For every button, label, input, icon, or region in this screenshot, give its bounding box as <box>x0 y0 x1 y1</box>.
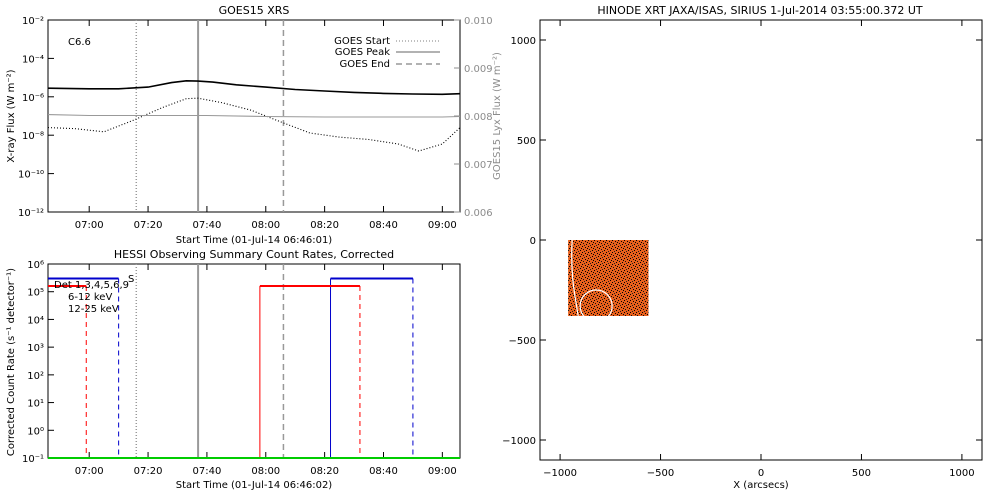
hessi-ytick-label: 10⁴ <box>27 315 44 326</box>
xrt-panel: HINODE XRT JAXA/ISAS, SIRIUS 1-Jul-2014 … <box>502 4 983 491</box>
goes-xtick-label: 07:40 <box>193 220 222 231</box>
goes-ytick-label: 10⁻² <box>22 16 44 27</box>
xrt-title: HINODE XRT JAXA/ISAS, SIRIUS 1-Jul-2014 … <box>597 4 923 17</box>
hessi-xlabel: Start Time (01-Jul-14 06:46:02) <box>176 480 333 491</box>
hessi-xtick-label: 07:20 <box>134 466 163 477</box>
xrt-contour-ring <box>579 289 613 323</box>
goes-ytick-label: 10⁻¹⁰ <box>18 170 44 181</box>
goes-xtick-label: 08:40 <box>369 220 398 231</box>
xrt-y-axis: −1000 −500 0 500 1000 <box>502 36 982 447</box>
xrt-ytick-label: −500 <box>509 336 536 347</box>
xrt-limb-contour <box>571 239 579 317</box>
goes-series-line-0 <box>47 79 461 96</box>
goes-xtick-label: 07:20 <box>134 220 163 231</box>
xrt-ytick-label: −1000 <box>502 436 536 447</box>
xrt-ytick-label: 0 <box>530 236 536 247</box>
hessi-xtick-label: 09:00 <box>428 466 457 477</box>
hessi-xtick-label: 07:40 <box>193 466 222 477</box>
hessi-panel: HESSI Observing Summary Count Rates, Cor… <box>6 248 461 491</box>
xrt-xtick-label: 1000 <box>949 468 974 479</box>
goes-y-axis: 10⁻¹² 10⁻¹⁰ 10⁻⁸ 10⁻⁶ 10⁻⁴ 10⁻² <box>18 16 54 219</box>
goes-series-line-1 <box>47 97 461 152</box>
goes-x-axis: 07:00 07:20 07:40 08:00 08:20 08:40 09:00 <box>75 20 457 231</box>
goes-xtick-label: 08:00 <box>251 220 280 231</box>
hessi-xtick-label: 08:20 <box>310 466 339 477</box>
xrt-image <box>568 240 649 316</box>
xrt-xtick-label: 500 <box>852 468 871 479</box>
xrt-ytick-label: 1000 <box>511 36 536 47</box>
hessi-ytick-label: 10³ <box>27 343 44 354</box>
hessi-ytick-label: 10⁻¹ <box>22 454 44 465</box>
goes-legend: GOES Start GOES Peak GOES End <box>334 36 440 70</box>
hessi-x-axis: 07:00 07:20 07:40 08:00 08:20 08:40 09:00 <box>75 264 457 477</box>
xrt-xtick-label: 0 <box>758 468 764 479</box>
goes-xlabel: Start Time (01-Jul-14 06:46:01) <box>176 235 333 246</box>
goes-title: GOES15 XRS <box>219 4 290 17</box>
hessi-ytick-label: 10⁰ <box>27 426 44 437</box>
hessi-legend-det: Det 1,3,4,5,6,9 <box>54 280 129 291</box>
hessi-ytick-label: 10⁵ <box>27 288 44 299</box>
goes-xtick-label: 09:00 <box>428 220 457 231</box>
goes-legend-peak: GOES Peak <box>335 47 390 58</box>
goes-rtick-label: 0.006 <box>464 208 493 219</box>
goes-legend-start: GOES Start <box>334 36 390 47</box>
goes-xtick-label: 07:00 <box>75 220 104 231</box>
goes-series-line-2 <box>47 114 461 118</box>
hessi-event-lines <box>135 264 285 458</box>
hessi-xtick-label: 07:00 <box>75 466 104 477</box>
goes-ytick-label: 10⁻¹² <box>18 208 44 219</box>
goes-rtick-label: 0.009 <box>464 64 493 75</box>
goes-ylabel: X-ray Flux (W m⁻²) <box>6 69 17 162</box>
goes-ylabel-right: GOES15 Lyx Flux (W m⁻²) <box>492 52 503 180</box>
xrt-xlabel: X (arcsecs) <box>733 480 789 491</box>
hessi-small-mark: S <box>128 274 134 285</box>
hessi-series <box>48 277 460 459</box>
xrt-xtick-label: −500 <box>647 468 674 479</box>
hessi-ytick-label: 10⁶ <box>27 260 44 271</box>
goes-rtick-label: 0.010 <box>464 16 493 27</box>
hessi-xtick-label: 08:40 <box>369 466 398 477</box>
goes-legend-end: GOES End <box>340 59 390 70</box>
xrt-x-axis: −1000 −500 0 500 1000 <box>543 20 975 479</box>
hessi-title: HESSI Observing Summary Count Rates, Cor… <box>114 248 394 261</box>
hessi-ylabel: Corrected Count Rate (s⁻¹ detector⁻¹) <box>6 268 17 456</box>
hessi-legend-high: 12-25 keV <box>68 304 119 315</box>
goes-series <box>47 79 461 152</box>
xrt-xtick-label: −1000 <box>543 468 577 479</box>
xrt-ytick-label: 500 <box>517 136 536 147</box>
goes-class-label: C6.6 <box>68 37 91 48</box>
goes-rtick-label: 0.007 <box>464 160 493 171</box>
goes-ytick-label: 10⁻⁴ <box>22 54 44 65</box>
hessi-xtick-label: 08:00 <box>251 466 280 477</box>
goes-ytick-label: 10⁻⁶ <box>22 93 44 104</box>
goes-panel: GOES15 XRS 07:00 07:20 07:40 08:00 08:20 08:4… <box>6 4 503 246</box>
hessi-legend-low: 6-12 keV <box>68 292 112 303</box>
hessi-y-axis: 10⁻¹ 10⁰ 10¹ 10² 10³ 10⁴ 10⁵ 10⁶ <box>22 260 54 465</box>
hessi-ytick-label: 10² <box>27 371 44 382</box>
goes-ytick-label: 10⁻⁸ <box>22 131 44 142</box>
goes-xtick-label: 08:20 <box>310 220 339 231</box>
goes-rtick-label: 0.008 <box>464 112 493 123</box>
hessi-legend: Det 1,3,4,5,6,9 6-12 keV 12-25 keV S <box>54 274 134 315</box>
hessi-ytick-label: 10¹ <box>27 399 44 410</box>
